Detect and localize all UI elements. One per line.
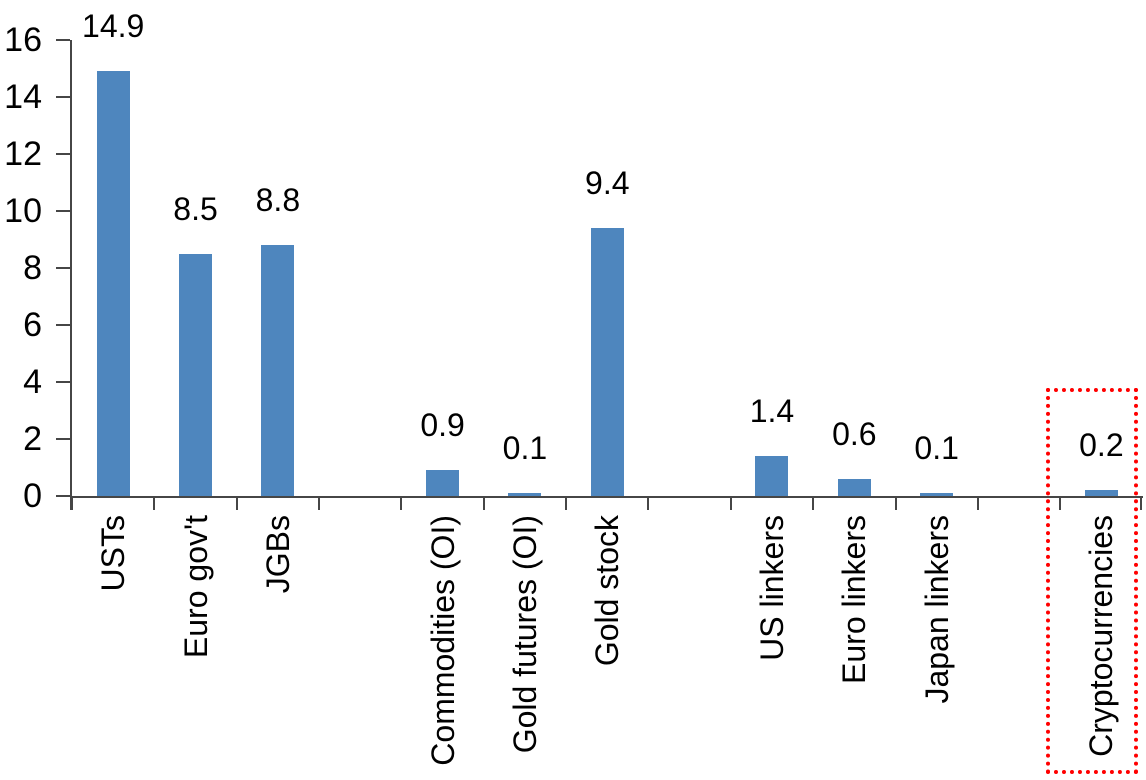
y-axis-tick-label: 6 [23,306,42,344]
bar-USTs [96,71,130,496]
value-label: 14.9 [82,8,145,45]
x-axis-tick [812,496,815,510]
bar-Japan linkers [920,493,954,496]
category-label: Gold stock [589,515,626,667]
highlight-box [1046,388,1138,774]
value-label: 8.8 [255,182,301,219]
y-axis-tick [56,96,70,98]
category-label: US linkers [753,515,790,661]
y-axis-tick-label: 16 [4,21,42,59]
y-axis-tick-label: 4 [23,363,42,401]
value-label: 0.6 [832,415,877,452]
bar-JGBs [261,245,295,496]
value-label: 8.5 [173,190,218,227]
y-axis-tick-label: 12 [4,135,42,173]
y-axis-tick-label: 0 [23,477,42,515]
x-axis-tick [647,496,650,510]
value-label: 0.9 [420,407,465,444]
y-axis-tick-label: 10 [4,192,42,230]
y-axis-tick-label: 2 [23,420,42,458]
x-axis-line [70,496,1143,498]
y-axis-tick [56,39,70,41]
y-axis-tick [56,381,70,383]
x-axis-tick [565,496,568,510]
x-axis-tick [976,496,979,510]
category-label: JGBs [259,515,296,594]
x-axis-tick [318,496,321,510]
bar-Euro linkers [837,478,871,496]
category-label: USTs [95,515,132,592]
y-axis-tick [56,267,70,269]
value-label: 0.1 [914,430,959,467]
x-axis-tick [71,496,73,510]
y-axis-tick-label: 14 [4,78,42,116]
value-label: 1.4 [749,393,795,430]
x-axis-tick [729,496,732,510]
y-axis-tick [56,438,70,440]
category-label: Commodities (OI) [424,515,461,766]
x-axis-tick [400,496,403,510]
y-axis-tick [56,495,70,497]
category-label: Gold futures (OI) [506,515,543,754]
x-axis-tick [482,496,485,510]
y-axis-line [70,40,72,510]
x-axis-tick [1059,496,1062,510]
y-axis-tick-label: 8 [23,249,42,287]
bar-Euro gov't [179,253,213,496]
y-axis-tick [56,324,70,326]
y-axis-tick [56,210,70,212]
value-label: 9.4 [585,165,630,202]
bar-Cryptocurrencies [1084,490,1118,496]
bar-Gold futures (OI) [508,493,542,496]
value-label: 0.1 [502,430,548,467]
category-label: Euro linkers [836,515,873,684]
bar-Commodities (OI) [426,470,460,496]
bar-Gold stock [590,228,624,496]
x-axis-tick [894,496,897,510]
y-axis-tick [56,153,70,155]
value-label: 0.2 [1079,427,1124,464]
x-axis-tick [153,496,156,510]
bar-US linkers [755,456,789,496]
category-label: Euro gov't [177,515,214,659]
category-label: Japan linkers [918,515,955,704]
x-axis-tick [1140,496,1142,510]
x-axis-tick [235,496,238,510]
